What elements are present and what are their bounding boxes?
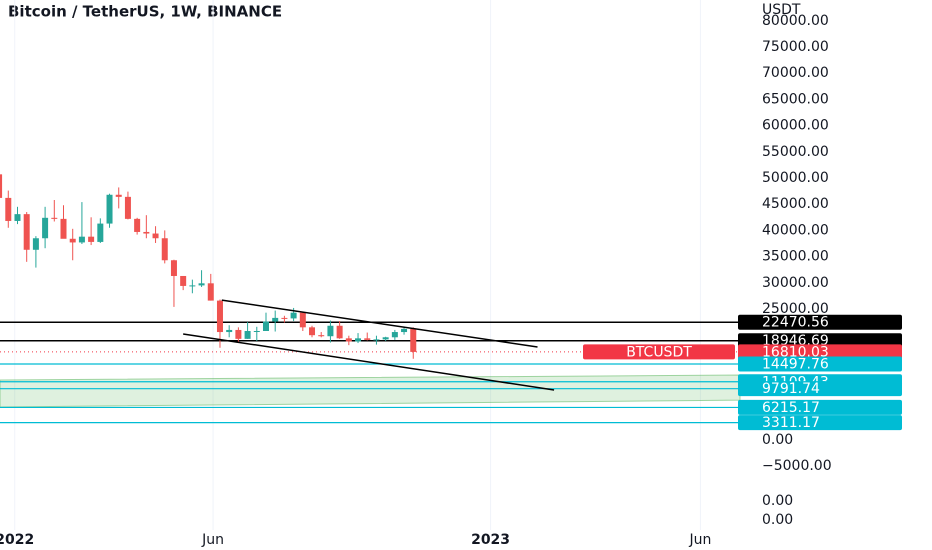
candle-body bbox=[207, 283, 214, 301]
y-tick-label: 35000.00 bbox=[762, 249, 829, 265]
price-tag bbox=[738, 344, 902, 360]
symbol-tag bbox=[583, 344, 735, 360]
candle-body bbox=[226, 329, 233, 333]
candle-body bbox=[0, 174, 3, 198]
candle-body bbox=[410, 328, 417, 352]
y-tick-label: 75000.00 bbox=[762, 39, 829, 55]
candle-body bbox=[244, 330, 251, 339]
symbol-tag-label: BTCUSDT bbox=[626, 344, 692, 360]
x-tick-label: 2023 bbox=[471, 532, 510, 548]
y-tick-label: 0.00 bbox=[762, 432, 793, 448]
y-unit: USDT bbox=[762, 2, 801, 18]
candle-body bbox=[198, 283, 205, 286]
candle-body bbox=[281, 317, 288, 319]
candle-body bbox=[60, 218, 67, 239]
candle-body bbox=[180, 275, 187, 286]
candle-body bbox=[216, 300, 223, 333]
y-tick-label: −5000.00 bbox=[762, 458, 832, 474]
candle-body bbox=[235, 329, 242, 339]
chart-title: Bitcoin / TetherUS, 1W, BINANCE bbox=[8, 3, 282, 21]
price-tag-label: 14497.76 bbox=[762, 357, 829, 373]
candle-body bbox=[14, 214, 21, 221]
y-tick-label: 65000.00 bbox=[762, 91, 829, 107]
candle-body bbox=[299, 312, 306, 328]
candle-body bbox=[272, 317, 279, 322]
candle-body bbox=[134, 218, 141, 232]
price-tag bbox=[738, 415, 902, 431]
y-tick-label: 30000.00 bbox=[762, 275, 829, 291]
candle-body bbox=[345, 338, 352, 342]
price-tag-label: 6215.17 bbox=[762, 400, 820, 416]
candle-body bbox=[355, 338, 362, 342]
candle-body bbox=[290, 312, 297, 319]
price-tag-label: 9791.74 bbox=[762, 381, 820, 397]
candle-body bbox=[309, 327, 316, 336]
candle-body bbox=[124, 196, 131, 219]
zone bbox=[0, 374, 741, 408]
candle-body bbox=[364, 338, 371, 340]
price-tag-label: 22470.56 bbox=[762, 315, 829, 331]
candle-body bbox=[42, 217, 49, 239]
y-tick-label: 55000.00 bbox=[762, 144, 829, 160]
candle-body bbox=[373, 339, 380, 341]
candle-body bbox=[401, 328, 408, 333]
y-tick-label: 70000.00 bbox=[762, 65, 829, 81]
price-tag-label: 3311.17 bbox=[762, 415, 820, 431]
candle-body bbox=[97, 223, 104, 242]
candle-body bbox=[262, 321, 269, 331]
candle-body bbox=[143, 231, 150, 234]
candle-body bbox=[152, 233, 159, 239]
candle-body bbox=[327, 325, 334, 337]
candle-body bbox=[161, 238, 168, 261]
price-tag bbox=[738, 314, 902, 330]
pane-label: 0.00 bbox=[762, 512, 793, 528]
candle-body bbox=[115, 194, 122, 197]
candle-body bbox=[23, 214, 30, 250]
y-tick-label: 50000.00 bbox=[762, 170, 829, 186]
trendline bbox=[221, 299, 538, 348]
candle-body bbox=[88, 236, 95, 242]
candle-body bbox=[170, 260, 177, 276]
y-tick-label: 45000.00 bbox=[762, 196, 829, 212]
candle-body bbox=[69, 238, 76, 243]
y-tick-label: 60000.00 bbox=[762, 118, 829, 134]
candle-body bbox=[189, 285, 196, 287]
pane-label: 0.00 bbox=[762, 493, 793, 509]
candle-body bbox=[253, 330, 260, 332]
y-tick-label: 80000.00 bbox=[762, 13, 829, 29]
candle-body bbox=[336, 325, 343, 339]
candle-body bbox=[78, 236, 85, 243]
price-tag bbox=[738, 399, 902, 415]
candle-body bbox=[51, 217, 58, 219]
price-tag bbox=[738, 381, 902, 397]
trendline bbox=[183, 333, 555, 391]
candle-body bbox=[391, 332, 398, 338]
candle-body bbox=[5, 197, 12, 221]
x-tick-label: 2022 bbox=[0, 532, 34, 548]
price-tag bbox=[738, 356, 902, 372]
candle-body bbox=[318, 335, 325, 337]
y-tick-label: 25000.00 bbox=[762, 301, 829, 317]
candle-body bbox=[382, 337, 389, 340]
x-tick-label: Jun bbox=[201, 532, 224, 548]
price-tag-label: 16810.03 bbox=[762, 344, 829, 360]
y-tick-label: 40000.00 bbox=[762, 222, 829, 238]
candle-body bbox=[32, 238, 39, 250]
x-tick-label: Jun bbox=[688, 532, 711, 548]
candle-body bbox=[106, 194, 113, 224]
